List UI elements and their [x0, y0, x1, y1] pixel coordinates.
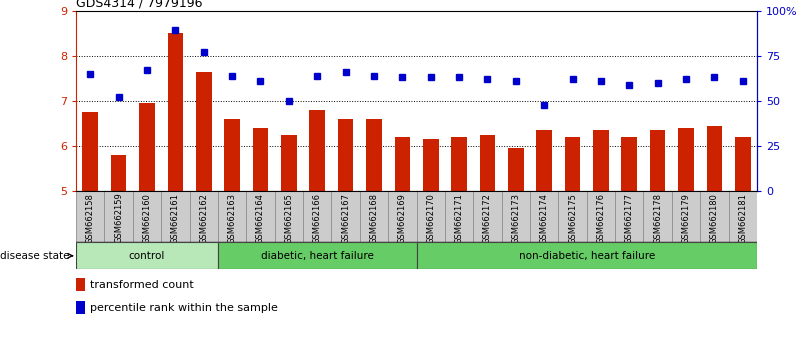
- Text: GSM662159: GSM662159: [115, 193, 123, 244]
- Bar: [735, 137, 751, 191]
- Text: GSM662160: GSM662160: [143, 193, 151, 244]
- Text: GSM662173: GSM662173: [511, 193, 521, 244]
- Bar: [480, 135, 495, 191]
- Bar: [473, 191, 501, 242]
- Text: transformed count: transformed count: [90, 280, 194, 290]
- Bar: [104, 191, 133, 242]
- Bar: [190, 191, 218, 242]
- Bar: [281, 135, 296, 191]
- Bar: [537, 130, 552, 191]
- Text: GSM662163: GSM662163: [227, 193, 236, 244]
- Bar: [417, 191, 445, 242]
- Bar: [706, 126, 723, 191]
- Bar: [275, 191, 303, 242]
- Bar: [76, 278, 85, 291]
- Bar: [196, 72, 211, 191]
- Bar: [650, 130, 666, 191]
- Bar: [530, 191, 558, 242]
- Bar: [593, 130, 609, 191]
- Bar: [451, 137, 467, 191]
- Bar: [338, 119, 353, 191]
- Bar: [700, 191, 729, 242]
- Text: GSM662179: GSM662179: [682, 193, 690, 244]
- Bar: [161, 191, 190, 242]
- Bar: [246, 191, 275, 242]
- Bar: [224, 119, 240, 191]
- Bar: [218, 191, 247, 242]
- Text: GSM662161: GSM662161: [171, 193, 180, 244]
- Bar: [508, 148, 524, 191]
- Text: GSM662181: GSM662181: [739, 193, 747, 244]
- Bar: [303, 191, 332, 242]
- Bar: [111, 155, 127, 191]
- Bar: [360, 191, 388, 242]
- Bar: [252, 128, 268, 191]
- Bar: [83, 112, 98, 191]
- Bar: [167, 33, 183, 191]
- Text: GSM662171: GSM662171: [455, 193, 464, 244]
- Bar: [643, 191, 672, 242]
- Text: GSM662164: GSM662164: [256, 193, 265, 244]
- Bar: [622, 137, 637, 191]
- Text: diabetic, heart failure: diabetic, heart failure: [261, 251, 374, 261]
- Bar: [445, 191, 473, 242]
- Text: GSM662166: GSM662166: [312, 193, 322, 244]
- Bar: [76, 301, 85, 314]
- Text: GSM662165: GSM662165: [284, 193, 293, 244]
- Text: GSM662172: GSM662172: [483, 193, 492, 244]
- Bar: [615, 191, 643, 242]
- Text: GSM662174: GSM662174: [540, 193, 549, 244]
- Text: GDS4314 / 7979196: GDS4314 / 7979196: [76, 0, 203, 10]
- Bar: [309, 110, 325, 191]
- Bar: [395, 137, 410, 191]
- Text: GSM662176: GSM662176: [597, 193, 606, 244]
- Text: GSM662169: GSM662169: [398, 193, 407, 244]
- Text: GSM662162: GSM662162: [199, 193, 208, 244]
- Text: GSM662177: GSM662177: [625, 193, 634, 244]
- Bar: [501, 191, 530, 242]
- Bar: [586, 191, 615, 242]
- Bar: [366, 119, 382, 191]
- Text: GSM662178: GSM662178: [653, 193, 662, 244]
- Bar: [388, 191, 417, 242]
- Bar: [332, 191, 360, 242]
- Bar: [76, 242, 218, 269]
- Bar: [417, 242, 757, 269]
- Text: GSM662175: GSM662175: [568, 193, 577, 244]
- Bar: [423, 139, 438, 191]
- Text: GSM662158: GSM662158: [86, 193, 95, 244]
- Text: control: control: [129, 251, 165, 261]
- Text: GSM662180: GSM662180: [710, 193, 718, 244]
- Bar: [558, 191, 586, 242]
- Text: GSM662167: GSM662167: [341, 193, 350, 244]
- Bar: [76, 191, 104, 242]
- Text: percentile rank within the sample: percentile rank within the sample: [90, 303, 278, 313]
- Text: GSM662168: GSM662168: [369, 193, 378, 244]
- Text: GSM662170: GSM662170: [426, 193, 435, 244]
- Bar: [218, 242, 417, 269]
- Bar: [678, 128, 694, 191]
- Bar: [729, 191, 757, 242]
- Bar: [139, 103, 155, 191]
- Text: disease state: disease state: [0, 251, 73, 261]
- Text: non-diabetic, heart failure: non-diabetic, heart failure: [518, 251, 655, 261]
- Bar: [565, 137, 581, 191]
- Bar: [133, 191, 161, 242]
- Bar: [672, 191, 700, 242]
